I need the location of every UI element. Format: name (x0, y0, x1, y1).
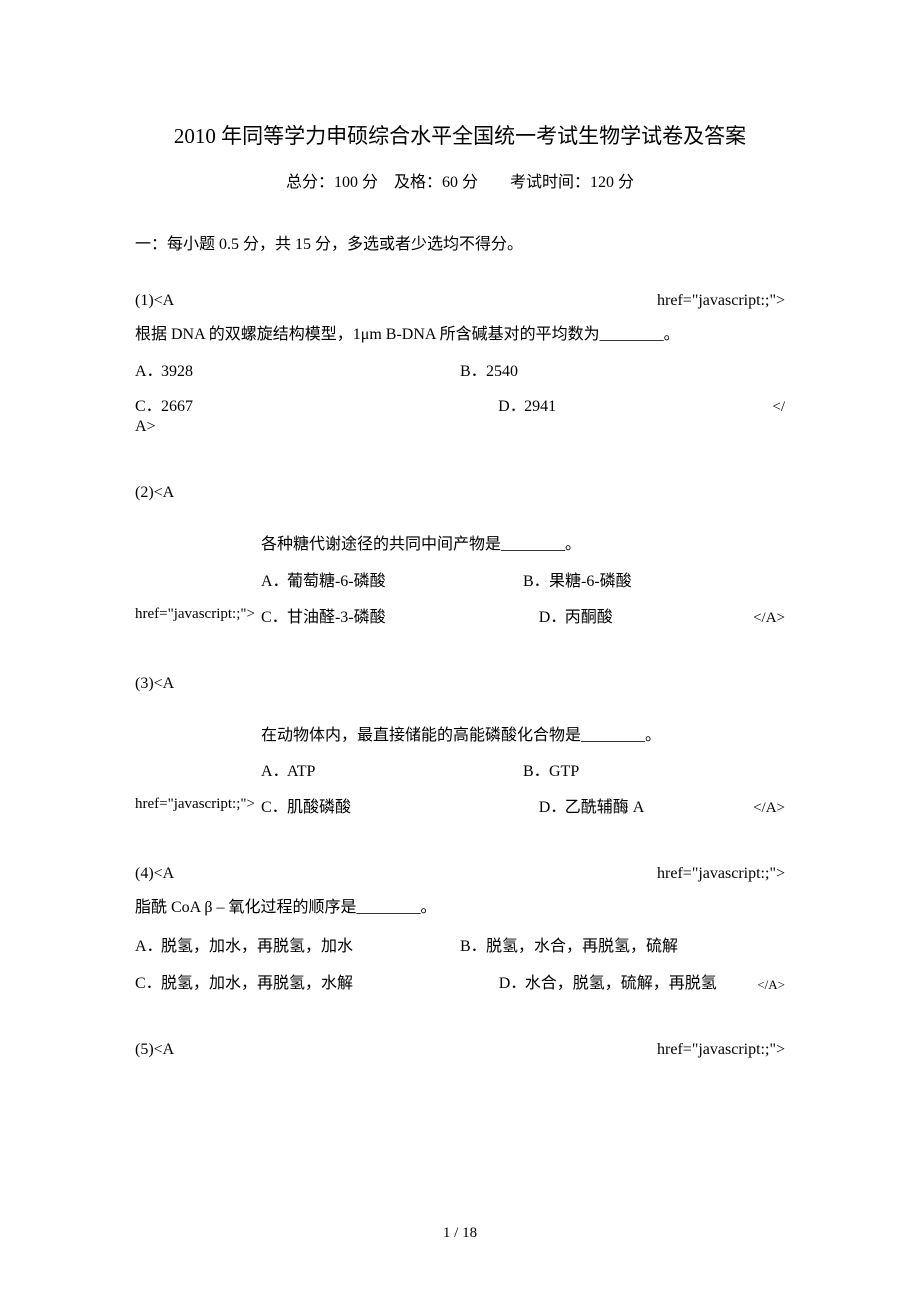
q2-stem: 各种糖代谢途径的共同中间产物是________。 (261, 532, 785, 558)
close-a-tag: </A> (757, 977, 785, 993)
q3-option-c: C．肌酸磷酸 (261, 793, 539, 817)
q1-option-d: D．2941 (498, 392, 752, 416)
q2-option-c: C．甘油醛-3-磷酸 (261, 603, 539, 627)
question-4: (4)<A href="javascript:;"> 脂酰 CoA β – 氧化… (135, 865, 785, 993)
q1-option-b: B．2540 (460, 358, 785, 387)
question-2: (2)<A href="javascript:;"> 各种糖代谢途径的共同中间产… (135, 484, 785, 626)
q3-option-a: A．ATP (261, 758, 523, 787)
q4-option-d: D．水合，脱氢，硫解，再脱氢 (499, 969, 754, 993)
a-close-fragment: A> (135, 418, 785, 436)
question-5: (5)<A href="javascript:;"> (135, 1041, 785, 1059)
q1-option-a: A．3928 (135, 358, 460, 387)
close-a-tag: </A> (753, 800, 785, 817)
q4-stem: 脂酰 CoA β – 氧化过程的顺序是________。 (135, 895, 785, 921)
exam-subtitle: 总分：100 分 及格：60 分 考试时间：120 分 (135, 168, 785, 192)
q4-option-c: C．脱氢，加水，再脱氢，水解 (135, 969, 499, 993)
href-fragment: href="javascript:;"> (657, 1041, 785, 1059)
q2-option-b: B．果糖-6-磷酸 (523, 568, 785, 597)
q4-option-a: A．脱氢，加水，再脱氢，加水 (135, 931, 460, 963)
href-fragment: href="javascript:;"> (657, 292, 785, 310)
section-instruction: 一：每小题 0.5 分，共 15 分，多选或者少选均不得分。 (135, 230, 785, 254)
close-tag-fragment: </ (772, 399, 785, 416)
q5-number: (5)<A (135, 1041, 174, 1059)
href-fragment: href="javascript:;"> (657, 865, 785, 883)
question-3: (3)<A href="javascript:;"> 在动物体内，最直接储能的高… (135, 675, 785, 817)
q3-option-b: B．GTP (523, 758, 785, 787)
q3-stem: 在动物体内，最直接储能的高能磷酸化合物是________。 (261, 723, 785, 749)
q3-option-d: D．乙酰辅酶 A (539, 793, 733, 817)
q1-option-c: C．2667 (135, 392, 498, 416)
href-fragment: href="javascript:;"> (135, 796, 261, 817)
href-fragment: href="javascript:;"> (135, 606, 261, 627)
question-1: (1)<A href="javascript:;"> 根据 DNA 的双螺旋结构… (135, 292, 785, 436)
exam-title: 2010 年同等学力申硕综合水平全国统一考试生物学试卷及答案 (135, 120, 785, 150)
q2-option-a: A．葡萄糖-6-磷酸 (261, 568, 523, 597)
q1-number: (1)<A (135, 292, 174, 310)
q2-number: (2)<A (135, 484, 174, 502)
q3-number: (3)<A (135, 675, 174, 693)
close-a-tag: </A> (753, 610, 785, 627)
page-number: 1 / 18 (0, 1225, 920, 1242)
q1-stem: 根据 DNA 的双螺旋结构模型，1μm B-DNA 所含碱基对的平均数为____… (135, 322, 785, 348)
q4-number: (4)<A (135, 865, 174, 883)
q2-option-d: D．丙酮酸 (539, 603, 733, 627)
q4-option-b: B．脱氢，水合，再脱氢，硫解 (460, 931, 785, 963)
